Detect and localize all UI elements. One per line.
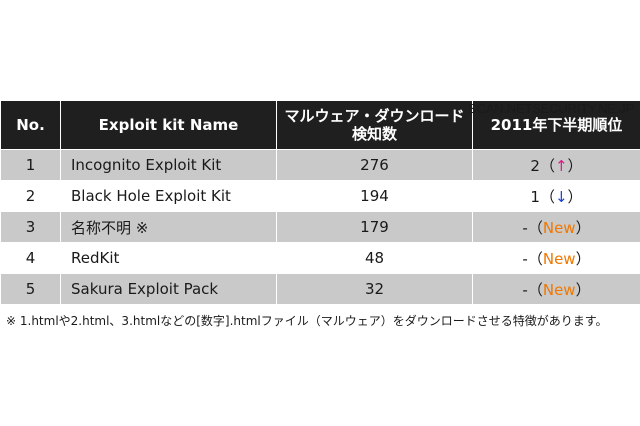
row-count: 276 — [276, 149, 473, 181]
row-rank: -（New） — [472, 242, 640, 274]
new-label: New — [542, 218, 576, 237]
row-count: 194 — [276, 180, 473, 212]
row-no: 3 — [0, 211, 61, 243]
table-row: 3 名称不明 ※ 179 -（New） — [0, 211, 640, 243]
rank-prefix: -（ — [522, 280, 543, 299]
header-no: No. — [0, 100, 61, 150]
rank-prefix: -（ — [522, 249, 543, 268]
rank-suffix: ） — [567, 187, 583, 206]
row-no: 5 — [0, 273, 61, 305]
rank-suffix: ） — [575, 218, 591, 237]
row-name: RedKit — [60, 242, 277, 274]
row-rank: -（New） — [472, 211, 640, 243]
row-name: Sakura Exploit Pack — [60, 273, 277, 305]
header-count: マルウェア・ダウンロード 検知数 — [276, 100, 473, 150]
row-no: 4 — [0, 242, 61, 274]
table-body: 1 Incognito Exploit Kit 276 2（↑） 2 Black… — [0, 149, 640, 305]
row-count: 48 — [276, 242, 473, 274]
table-row: 4 RedKit 48 -（New） — [0, 242, 640, 274]
table-header-row: No. Exploit kit Name マルウェア・ダウンロード 検知数 20… — [0, 100, 640, 150]
rank-suffix: ） — [567, 156, 583, 175]
row-no: 2 — [0, 180, 61, 212]
header-count-line1: マルウェア・ダウンロード — [284, 107, 465, 125]
row-no: 1 — [0, 149, 61, 181]
rank-prefix: 2（ — [530, 156, 555, 175]
rank-suffix: ） — [575, 249, 591, 268]
table-row: 5 Sakura Exploit Pack 32 -（New） — [0, 273, 640, 305]
row-rank: 2（↑） — [472, 149, 640, 181]
new-label: New — [542, 249, 576, 268]
header-count-line2: 検知数 — [351, 125, 397, 143]
rank-prefix: -（ — [522, 218, 543, 237]
new-label: New — [542, 280, 576, 299]
table-row: 2 Black Hole Exploit Kit 194 1（↓） — [0, 180, 640, 212]
rank-prefix: 1（ — [530, 187, 555, 206]
header-rank: 2011年下半期順位 — [472, 100, 640, 150]
row-rank: 1（↓） — [472, 180, 640, 212]
row-count: 32 — [276, 273, 473, 305]
header-name: Exploit kit Name — [60, 100, 277, 150]
footnote: ※ 1.htmlや2.html、3.htmlなどの[数字].htmlファイル（マ… — [6, 314, 608, 328]
row-name: 名称不明 ※ — [60, 211, 277, 243]
row-name: Incognito Exploit Kit — [60, 149, 277, 181]
up-arrow-icon: ↑ — [554, 156, 568, 175]
rank-suffix: ） — [575, 280, 591, 299]
table-row: 1 Incognito Exploit Kit 276 2（↑） — [0, 149, 640, 181]
down-arrow-icon: ↓ — [554, 187, 568, 206]
exploit-kit-table: No. Exploit kit Name マルウェア・ダウンロード 検知数 20… — [0, 100, 640, 305]
row-count: 179 — [276, 211, 473, 243]
row-name: Black Hole Exploit Kit — [60, 180, 277, 212]
watermark: SCAN.NETSECURITY.NE.JP — [468, 101, 634, 116]
row-rank: -（New） — [472, 273, 640, 305]
